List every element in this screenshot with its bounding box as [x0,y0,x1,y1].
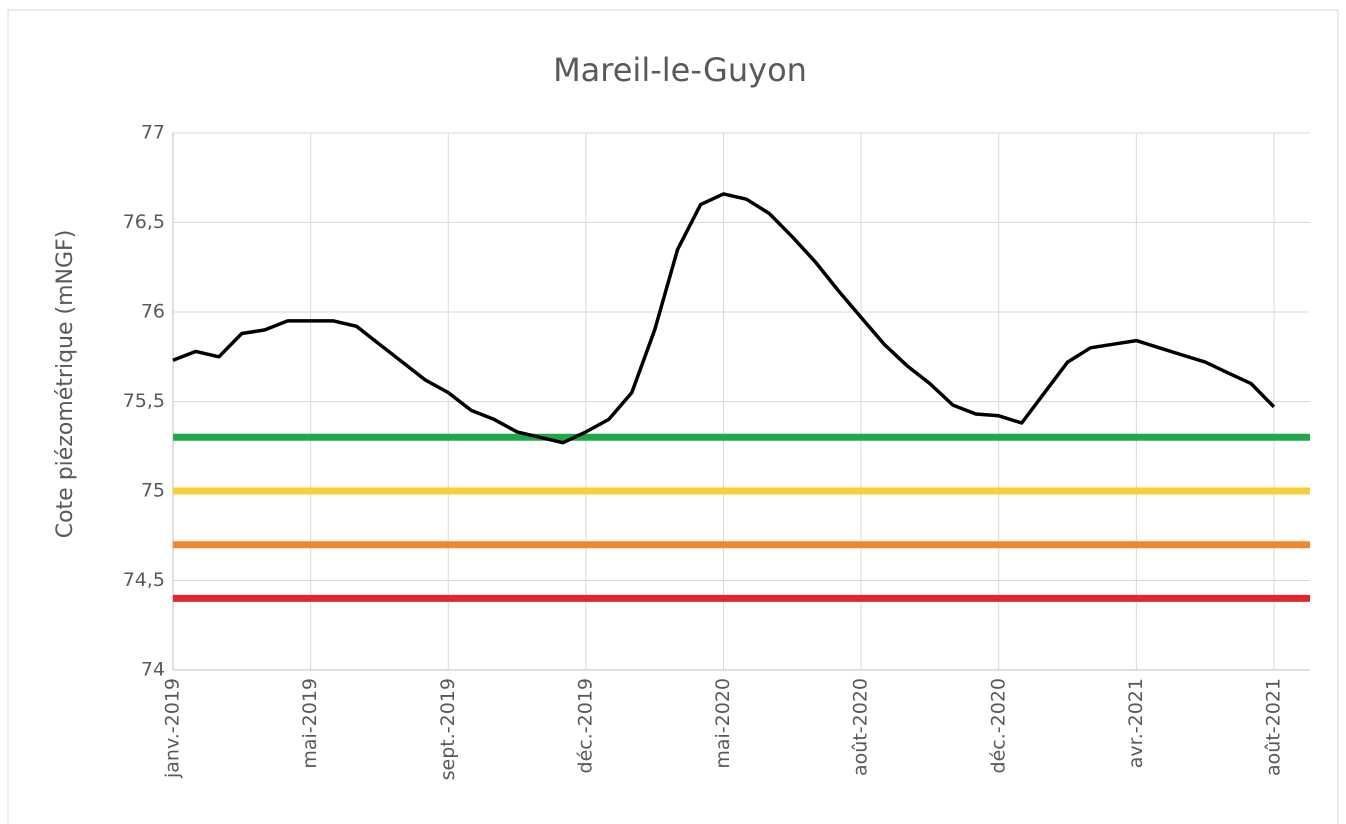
y-tick-label: 75 [141,480,165,502]
x-tick-label: déc.-2019 [574,678,596,773]
x-tick-label: août-2021 [1263,678,1285,776]
y-tick-label: 76 [141,301,165,323]
x-tick-label: avr.-2021 [1125,678,1147,768]
x-tick-label: mai-2020 [712,678,734,769]
y-axis-title: Cote piézométrique (mNGF) [53,230,78,539]
data-line [172,192,1276,445]
y-tick-label: 77 [141,122,165,144]
y-tick-label: 74,5 [123,569,165,591]
x-tick-label: août-2020 [850,678,872,776]
x-tick-label: déc.-2020 [987,678,1009,773]
x-tick-label: janv.-2019 [162,678,184,779]
x-tick-label: mai-2019 [299,678,321,769]
x-tick-label: sept.-2019 [437,678,459,780]
chart-title: Mareil-le-Guyon [553,51,807,89]
y-tick-label: 76,5 [123,211,165,233]
y-tick-label: 75,5 [123,390,165,412]
y-tick-label: 74 [141,659,165,681]
chart-frame [7,9,1339,824]
